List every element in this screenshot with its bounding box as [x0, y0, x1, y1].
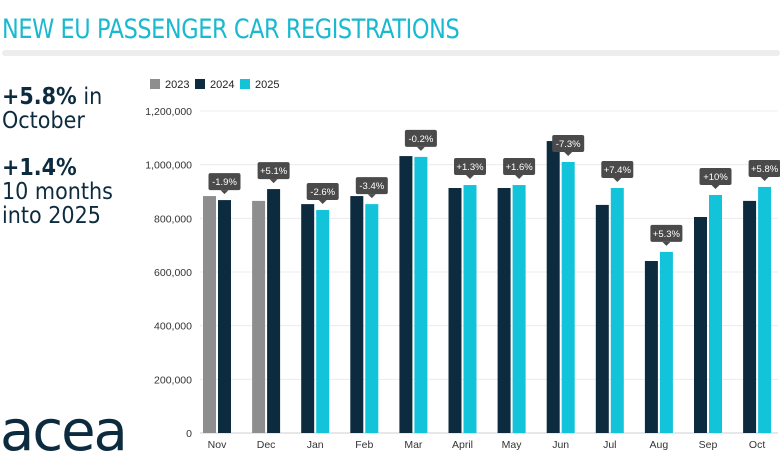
change-label: +1.3% [456, 162, 484, 173]
change-label-pointer [220, 190, 229, 195]
kpi-october-suffix: in [76, 84, 103, 110]
bar-2024-Jan [301, 204, 315, 433]
change-label-pointer [711, 184, 720, 189]
legend-label-2023: 2023 [165, 79, 189, 91]
x-tick-label: Sep [699, 439, 718, 451]
y-tick-label: 0 [186, 428, 192, 440]
kpi-ytd-label-2: into 2025 [2, 203, 101, 229]
y-tick-label: 1,200,000 [145, 106, 192, 118]
bar-2024-Mar [399, 156, 413, 433]
change-label: +10% [703, 172, 728, 183]
change-label-box [208, 173, 241, 191]
bar-2025-Jun [561, 161, 575, 433]
change-label: +5.3% [653, 229, 681, 240]
bar-2025-April [463, 185, 477, 433]
change-label-pointer [416, 146, 425, 151]
legend-label-2024: 2024 [210, 79, 234, 91]
change-label: -3.4% [359, 181, 384, 192]
kpi-ytd: +1.4% 10 months into 2025 [2, 156, 113, 228]
change-label: -0.2% [408, 134, 433, 145]
change-label-pointer [367, 194, 376, 199]
bar-2025-Sep [709, 194, 722, 433]
bar-2024-May [497, 188, 511, 433]
bar-2024-Jun [546, 141, 560, 433]
bar-2024-Feb [350, 196, 364, 433]
change-label-pointer [466, 175, 474, 180]
change-label-box [306, 183, 339, 201]
change-label-pointer [564, 151, 573, 156]
bar-2025-Jan [316, 210, 330, 433]
change-label-box [454, 158, 486, 176]
bar-2024-Aug [644, 260, 658, 433]
change-label-box [404, 129, 437, 147]
kpi-ytd-label-1: 10 months [2, 179, 113, 205]
bar-2023-Dec [252, 200, 266, 433]
change-label-pointer [613, 178, 622, 183]
legend-swatch-2023 [150, 79, 160, 89]
change-label-pointer [760, 176, 769, 181]
kpi-october-label: October [2, 108, 85, 134]
title-divider [2, 50, 780, 56]
x-tick-label: Jan [307, 439, 324, 451]
bar-2025-Mar [414, 156, 428, 433]
change-label: +5.8% [751, 164, 779, 175]
change-label-box [699, 167, 732, 185]
page-title: NEW EU PASSENGER CAR REGISTRATIONS [2, 14, 460, 45]
y-tick-label: 200,000 [154, 374, 192, 386]
change-label: +5.1% [260, 166, 288, 177]
bar-2025-May [512, 185, 526, 433]
x-tick-label: Dec [257, 439, 276, 451]
acea-logo: acea [0, 399, 128, 464]
change-label-pointer [515, 175, 524, 180]
x-tick-label: Mar [404, 439, 423, 451]
x-tick-label: Aug [650, 439, 669, 451]
change-label: -7.3% [556, 139, 581, 150]
change-label-box [503, 158, 536, 176]
change-label-pointer [269, 179, 278, 184]
legend-swatch-2024 [195, 79, 205, 89]
bar-2024-April [448, 188, 462, 433]
y-tick-label: 800,000 [154, 213, 192, 225]
change-label: -1.9% [212, 177, 237, 188]
change-label: +1.6% [505, 162, 533, 173]
bar-2024-Sep [694, 216, 707, 433]
y-tick-label: 600,000 [154, 267, 192, 279]
change-label: +7.4% [604, 165, 632, 176]
change-label-box [748, 159, 780, 177]
change-label-pointer [662, 241, 671, 246]
x-tick-label: April [452, 439, 473, 451]
x-tick-label: Feb [355, 439, 373, 451]
kpi-ytd-value: +1.4% [2, 155, 77, 181]
bar-2024-Dec [267, 189, 281, 433]
change-label-box [601, 161, 634, 179]
kpi-october: +5.8% in October [2, 85, 102, 133]
change-label-box [650, 224, 683, 242]
x-tick-label: Jul [603, 439, 616, 451]
bar-2023-Nov [203, 196, 216, 433]
x-tick-label: Nov [208, 439, 227, 451]
change-label: -2.6% [310, 187, 335, 198]
bar-2025-Feb [365, 204, 379, 433]
x-tick-label: May [502, 439, 523, 451]
y-tick-label: 1,000,000 [145, 160, 192, 172]
x-tick-label: Oct [749, 439, 765, 451]
bar-2025-Aug [659, 251, 673, 433]
change-label-box [552, 134, 585, 152]
change-label-box [355, 177, 388, 195]
bar-2025-Jul [610, 188, 624, 433]
change-label-pointer [318, 200, 327, 205]
legend-label-2025: 2025 [255, 79, 279, 91]
kpi-october-value: +5.8% [2, 84, 77, 110]
legend-swatch-2025 [240, 79, 250, 89]
bar-2025-Oct [758, 186, 772, 433]
bar-2024-Jul [595, 204, 609, 433]
x-tick-label: Jun [552, 439, 569, 451]
change-label-box [257, 162, 290, 180]
bar-2024-Nov [218, 200, 231, 433]
y-tick-label: 400,000 [154, 321, 192, 333]
bar-2024-Oct [743, 200, 757, 433]
